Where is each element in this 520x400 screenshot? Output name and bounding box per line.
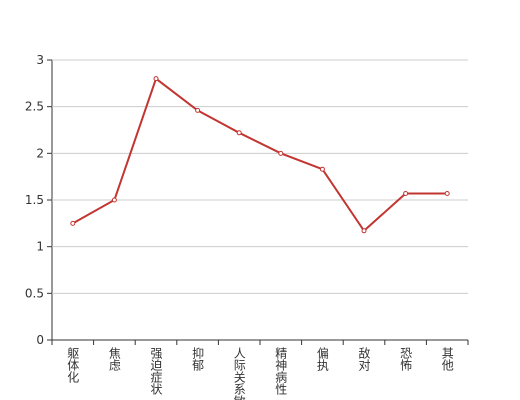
y-tick-label: 2 [36, 146, 44, 160]
point [236, 130, 242, 136]
point [319, 166, 325, 172]
x-tick-label: 强迫症状 [149, 347, 163, 395]
x-tick-label: 躯体化 [66, 346, 80, 384]
y-tick-label: 3 [36, 53, 44, 67]
point [153, 76, 159, 82]
point [361, 228, 367, 234]
x-tick-label: 精神病性 [274, 347, 288, 396]
y-tick-label: 0.5 [25, 286, 44, 300]
line [72, 77, 448, 233]
point [403, 190, 409, 196]
x-tick-label: 抑郁 [191, 346, 205, 372]
y-tick-label: 0 [36, 333, 44, 347]
x-tick-label: 敌对 [357, 346, 371, 371]
x-tick-label: 恐怖 [399, 347, 413, 371]
point [444, 190, 450, 196]
x-tick-label: 焦虑 [107, 347, 121, 371]
point [70, 220, 76, 226]
x-tick-label: 其他 [440, 347, 454, 371]
y-tick-label: 1.5 [25, 193, 44, 207]
y-tick-label: 1 [36, 240, 44, 254]
point [111, 197, 117, 203]
point [195, 107, 201, 113]
x-tick-label: 偏执 [315, 346, 329, 372]
point [278, 150, 284, 156]
x-tick-label: 人际关系敏感 [232, 347, 246, 400]
y-tick-label: 2.5 [25, 100, 44, 114]
